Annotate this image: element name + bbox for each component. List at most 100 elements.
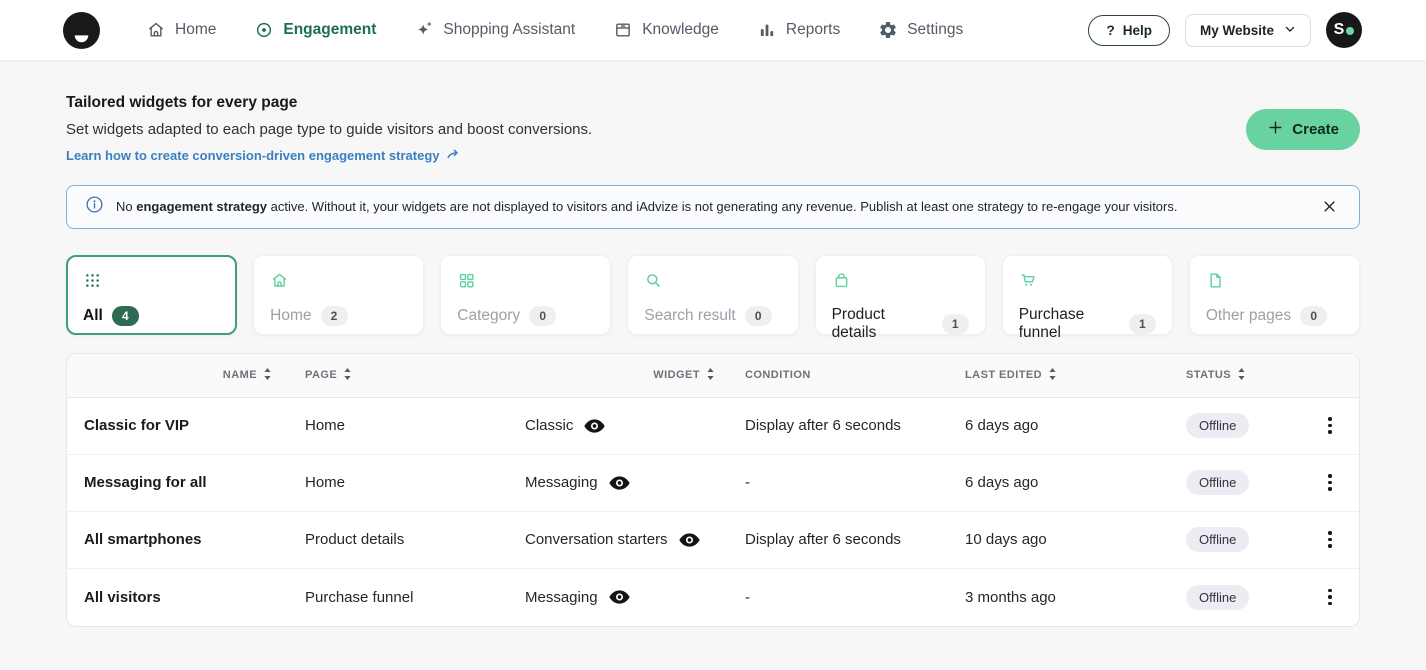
widget-type: Messaging <box>525 588 598 606</box>
nav-item-engagement[interactable]: Engagement <box>254 20 376 40</box>
chevron-down-icon <box>1284 23 1296 38</box>
strategy-condition: - <box>745 474 750 491</box>
top-navigation-bar: Home Engagement Shopping Assistant Knowl… <box>0 0 1426 60</box>
strategy-page: Home <box>305 417 346 434</box>
topbar-right-group: ? Help My Website S <box>1088 12 1362 48</box>
filter-card-category[interactable]: Category 0 <box>440 254 612 335</box>
filter-card-all[interactable]: All 4 <box>66 254 238 335</box>
nav-item-shopping-assistant[interactable]: Shopping Assistant <box>414 20 575 40</box>
filter-card-purchase-funnel[interactable]: Purchase funnel 1 <box>1001 254 1173 341</box>
filter-label: Other pages <box>1205 306 1292 324</box>
grid-dots-icon <box>83 273 102 294</box>
nav-item-label: Settings <box>907 21 964 38</box>
question-mark-icon: ? <box>1106 22 1115 38</box>
column-header-name[interactable]: NAME <box>84 367 305 384</box>
page-header-text: Tailored widgets for every page Set widg… <box>66 94 592 165</box>
strategy-last-edited: 10 days ago <box>965 531 1047 548</box>
status-badge: Offline <box>1186 413 1250 438</box>
preview-eye-icon[interactable] <box>609 475 630 490</box>
row-menu-kebab-icon[interactable] <box>1317 413 1343 439</box>
arrow-up-right-icon <box>446 147 460 163</box>
home-icon <box>270 273 289 294</box>
strategy-condition: - <box>745 588 750 606</box>
page-icon <box>1206 272 1225 294</box>
column-header-page[interactable]: PAGE <box>305 367 525 384</box>
strategy-page: Product details <box>305 531 405 548</box>
banner-message: No engagement strategy active. Without i… <box>116 199 1178 214</box>
table-row: Classic for VIP Home Classic Display aft… <box>67 398 1359 455</box>
table-header-row: NAME PAGE WIDGET CONDITION LAST EDITED S… <box>67 353 1359 398</box>
nav-item-label: Home <box>175 21 217 38</box>
nav-item-label: Knowledge <box>642 21 719 38</box>
filter-label: Product details <box>831 305 885 341</box>
filter-label: Home <box>270 306 312 324</box>
filter-card-product-details[interactable]: Product details 1 <box>814 254 986 341</box>
status-badge: Offline <box>1186 527 1250 552</box>
category-icon <box>457 273 476 294</box>
strategy-condition: Display after 6 seconds <box>745 417 901 434</box>
strategy-last-edited: 6 days ago <box>965 417 1039 434</box>
engagement-icon <box>254 20 274 40</box>
sort-icon <box>263 367 272 384</box>
strategy-condition: Display after 6 seconds <box>745 531 901 548</box>
filter-card-home[interactable]: Home 2 <box>253 254 425 335</box>
filter-count-badge: 1 <box>941 313 969 334</box>
info-icon <box>85 195 104 219</box>
strategy-name: All smartphones <box>84 531 202 548</box>
preview-eye-icon[interactable] <box>609 590 630 604</box>
filter-label: All <box>83 306 103 324</box>
nav-item-label: Engagement <box>283 21 377 38</box>
home-icon <box>146 20 166 40</box>
column-header-status[interactable]: STATUS <box>1186 367 1307 384</box>
no-strategy-banner: No engagement strategy active. Without i… <box>66 184 1360 229</box>
widget-type: Messaging <box>525 474 598 491</box>
cart-icon <box>1019 273 1038 294</box>
widget-type: Conversation starters <box>525 531 668 548</box>
filter-card-search-result[interactable]: Search result 0 <box>627 254 799 335</box>
row-menu-kebab-icon[interactable] <box>1317 527 1343 553</box>
table-row: All visitors Purchase funnel Messaging -… <box>67 569 1359 626</box>
sort-icon <box>343 367 352 384</box>
create-button-label: Create <box>1292 120 1339 138</box>
search-icon <box>644 273 663 294</box>
column-header-widget[interactable]: WIDGET <box>525 367 745 384</box>
page-type-filter-cards: All 4 Home 2 Category 0 Search result 0 <box>66 254 1360 341</box>
banner-close-icon[interactable] <box>1318 195 1341 218</box>
strategy-name: All visitors <box>84 588 161 606</box>
filter-count-badge: 1 <box>1128 313 1156 334</box>
strategy-name: Messaging for all <box>84 474 207 491</box>
filter-count-badge: 0 <box>744 305 772 326</box>
filter-label: Category <box>457 306 521 324</box>
nav-item-reports[interactable]: Reports <box>757 20 840 40</box>
sort-icon <box>706 367 715 384</box>
website-selector[interactable]: My Website <box>1184 13 1311 47</box>
row-menu-kebab-icon[interactable] <box>1317 584 1343 610</box>
strategy-name: Classic for VIP <box>84 417 190 434</box>
learn-strategy-link[interactable]: Learn how to create conversion-driven en… <box>66 147 460 163</box>
iadvize-logo-icon[interactable] <box>63 11 100 49</box>
page-header: Tailored widgets for every page Set widg… <box>66 94 1360 165</box>
strategy-page: Home <box>305 474 346 491</box>
page-title: Tailored widgets for every page <box>66 94 298 111</box>
filter-label: Purchase funnel <box>1018 305 1085 341</box>
strategies-table: NAME PAGE WIDGET CONDITION LAST EDITED S… <box>66 352 1360 627</box>
create-button[interactable]: Create <box>1246 108 1360 150</box>
nav-item-knowledge[interactable]: Knowledge <box>613 20 719 40</box>
user-avatar[interactable]: S <box>1326 12 1362 48</box>
help-button-label: Help <box>1122 22 1152 38</box>
row-menu-kebab-icon[interactable] <box>1317 470 1343 496</box>
filter-label: Search result <box>644 306 736 324</box>
website-selector-label: My Website <box>1199 22 1274 38</box>
nav-item-settings[interactable]: Settings <box>878 20 963 40</box>
sort-icon <box>1048 367 1057 384</box>
nav-item-label: Shopping Assistant <box>443 21 576 38</box>
sparkle-icon <box>414 20 434 40</box>
filter-card-other-pages[interactable]: Other pages 0 <box>1188 254 1360 335</box>
preview-eye-icon[interactable] <box>584 418 605 433</box>
column-header-last-edited[interactable]: LAST EDITED <box>965 367 1186 384</box>
nav-item-home[interactable]: Home <box>146 20 216 40</box>
help-button[interactable]: ? Help <box>1088 14 1170 46</box>
preview-eye-icon[interactable] <box>679 532 700 547</box>
page-subtitle: Set widgets adapted to each page type to… <box>66 121 593 138</box>
gear-icon <box>878 20 898 40</box>
